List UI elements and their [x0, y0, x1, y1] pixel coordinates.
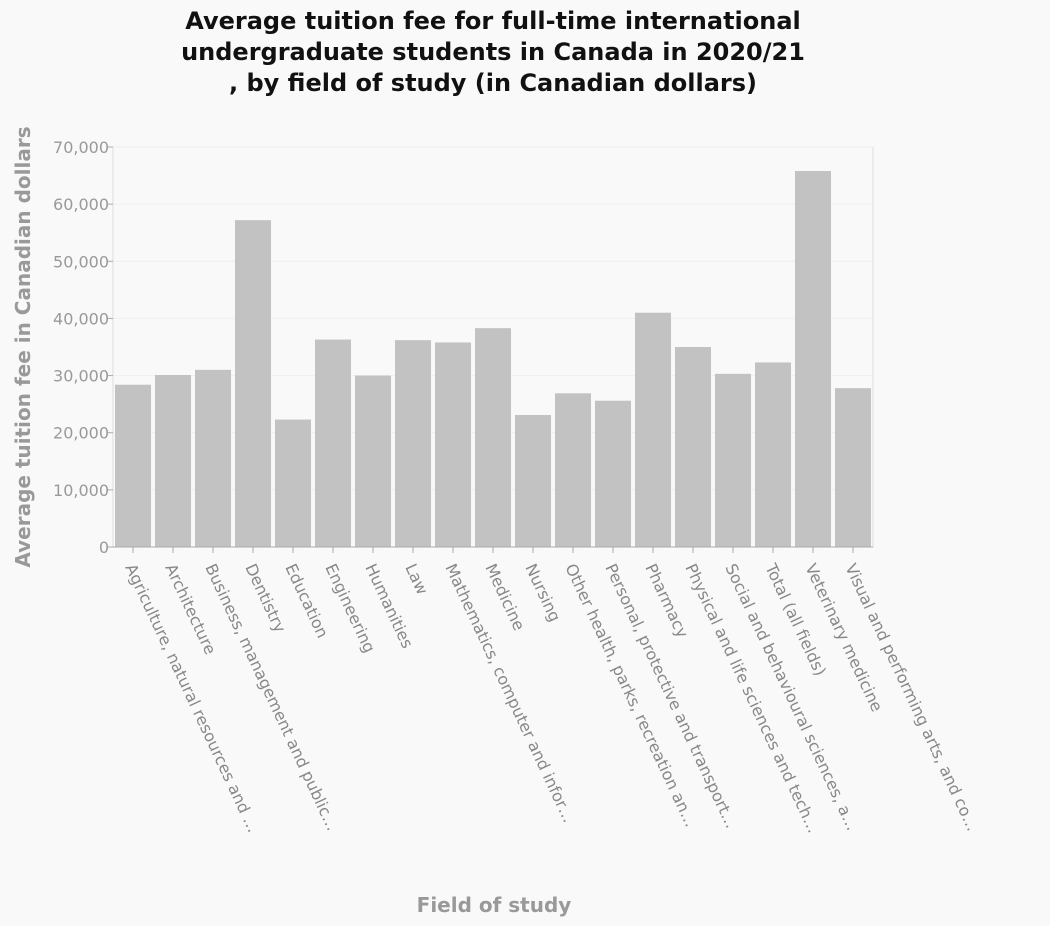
bar: [595, 400, 631, 547]
bars: [115, 171, 871, 547]
bar: [435, 342, 471, 547]
chart-title-line-1: Average tuition fee for full-time intern…: [185, 7, 801, 35]
bar: [315, 339, 351, 547]
chart-title-line-3: , by field of study (in Canadian dollars…: [229, 69, 757, 97]
bar: [355, 375, 391, 547]
bar: [755, 362, 791, 547]
bar: [635, 312, 671, 547]
chart-title-line-2: undergraduate students in Canada in 2020…: [181, 38, 805, 66]
bar: [715, 373, 751, 547]
y-axis-ticks: 0 10,000 20,000 30,000 40,000 50,000 60,000 70,…: [53, 138, 113, 557]
chart-title: Average tuition fee for full-time intern…: [181, 7, 805, 97]
y-tick-label: 40,000: [53, 309, 109, 328]
bar: [835, 388, 871, 547]
y-tick-label: 70,000: [53, 138, 109, 157]
bar: [515, 415, 551, 547]
bar: [115, 384, 151, 547]
bar: [475, 328, 511, 547]
bar: [155, 375, 191, 547]
y-tick-label: 30,000: [53, 367, 109, 386]
bar: [795, 171, 831, 547]
y-axis-title: Average tuition fee in Canadian dollars: [11, 126, 35, 567]
y-tick-label: 20,000: [53, 424, 109, 443]
y-tick-label: 0: [99, 538, 109, 557]
y-tick-label: 60,000: [53, 195, 109, 214]
x-tick-label: Law: [401, 561, 432, 598]
bar: [195, 369, 231, 547]
bar: [395, 340, 431, 547]
bar: [555, 393, 591, 547]
y-tick-label: 50,000: [53, 252, 109, 271]
bar: [275, 419, 311, 547]
x-axis-title: Field of study: [417, 893, 572, 917]
bar: [235, 220, 271, 547]
bar: [675, 347, 711, 547]
y-tick-label: 10,000: [53, 481, 109, 500]
x-axis-ticks: Agriculture, natural resources and …Arch…: [121, 547, 982, 836]
x-tick-label: Nursing: [521, 561, 564, 625]
